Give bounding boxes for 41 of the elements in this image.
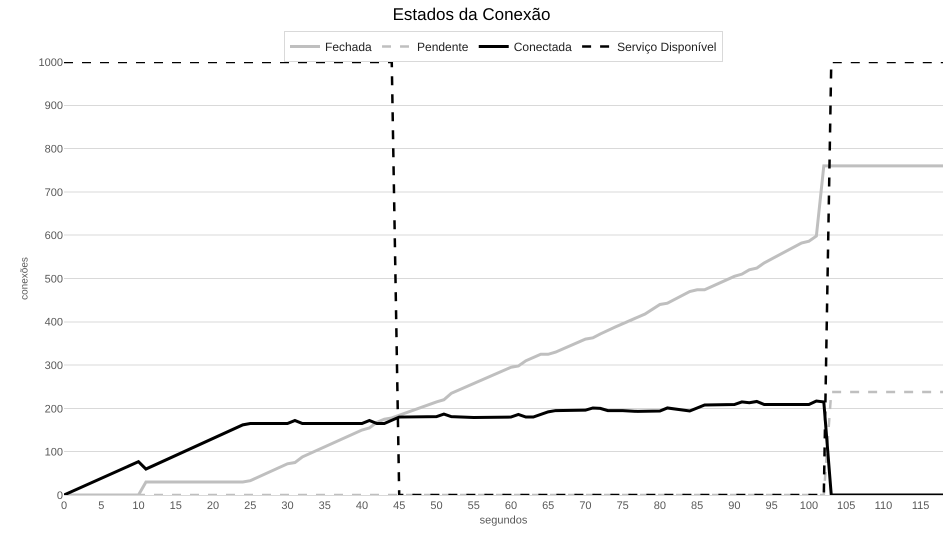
y-tick-label: 900: [44, 100, 63, 112]
x-tick-label: 55: [468, 500, 480, 512]
x-tick-label: 105: [836, 500, 856, 512]
x-tick-label: 30: [281, 500, 294, 512]
x-tick-label: 10: [132, 500, 145, 512]
x-tick-label: 75: [616, 500, 629, 512]
x-tick-label: 60: [504, 500, 518, 512]
x-tick-label: 100: [800, 500, 818, 512]
x-axis-title: segundos: [480, 514, 528, 526]
x-tick-label: 95: [766, 500, 778, 512]
x-tick-label: 45: [393, 500, 406, 512]
y-tick-label: 700: [44, 186, 63, 199]
y-tick-label: 1000: [38, 56, 63, 69]
y-tick-label: 600: [44, 230, 63, 242]
y-tick-label: 0: [56, 490, 63, 502]
legend-label: Conectada: [514, 40, 572, 54]
chart-title: Estados da Conexão: [392, 4, 550, 24]
x-tick-label: 70: [579, 500, 592, 512]
x-tick-label: 90: [728, 500, 741, 512]
x-tick-label: 20: [206, 500, 220, 512]
y-tick-label: 100: [44, 446, 63, 459]
x-tick-label: 40: [356, 500, 368, 512]
x-tick-label: 110: [874, 500, 892, 512]
x-tick-label: 115: [912, 500, 930, 512]
y-tick-label: 800: [44, 143, 63, 156]
y-tick-label: 200: [44, 403, 63, 416]
x-tick-label: 35: [318, 500, 331, 512]
y-tick-label: 400: [44, 316, 63, 329]
x-tick-label: 5: [98, 500, 104, 512]
legend-label: Serviço Disponível: [617, 40, 716, 54]
x-tick-label: 85: [691, 500, 704, 512]
x-tick-label: 80: [654, 500, 666, 512]
legend-label: Pendente: [417, 40, 469, 54]
x-tick-label: 15: [170, 500, 182, 512]
legend-label: Fechada: [325, 40, 372, 54]
x-tick-label: 50: [430, 500, 443, 512]
y-tick-label: 500: [44, 273, 63, 286]
y-tick-label: 300: [44, 360, 63, 372]
x-tick-label: 25: [244, 500, 256, 512]
x-tick-label: 65: [542, 500, 554, 512]
y-axis-title: conexões: [20, 257, 31, 300]
